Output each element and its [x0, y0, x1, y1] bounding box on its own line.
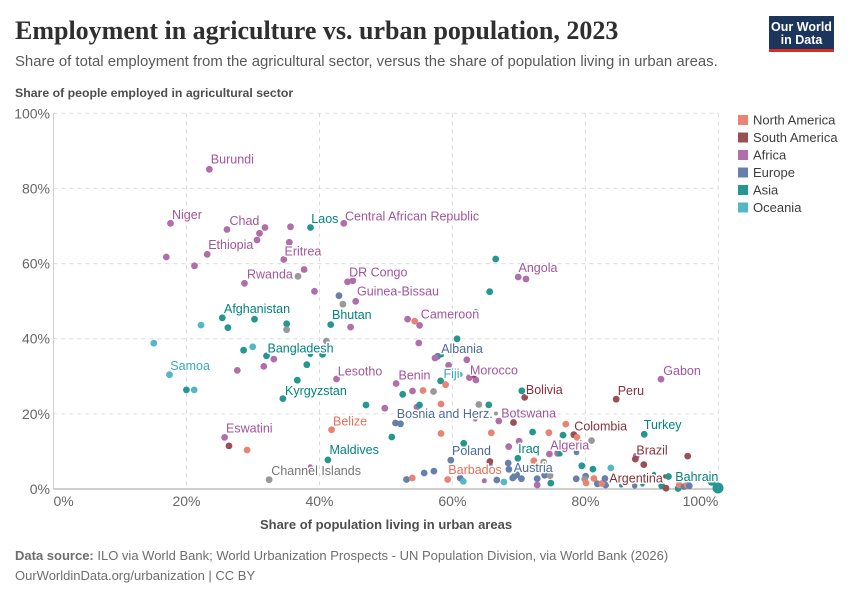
svg-text:Cameroon: Cameroon [421, 308, 479, 322]
svg-text:Bolivia: Bolivia [526, 383, 563, 397]
svg-text:Eritrea: Eritrea [285, 244, 322, 258]
svg-text:Africa: Africa [753, 148, 787, 163]
svg-text:Europe: Europe [753, 165, 795, 180]
svg-text:Niger: Niger [172, 208, 202, 222]
svg-text:Lesotho: Lesotho [338, 365, 383, 379]
svg-text:North America: North America [753, 113, 836, 128]
svg-text:DR Congo: DR Congo [349, 266, 407, 280]
svg-text:Laos: Laos [311, 212, 338, 226]
svg-text:Afghanistan: Afghanistan [224, 302, 290, 316]
svg-text:0%: 0% [54, 493, 74, 509]
svg-text:Asia: Asia [753, 183, 779, 198]
svg-text:100%: 100% [683, 493, 719, 509]
svg-text:60%: 60% [22, 256, 50, 272]
svg-text:Samoa: Samoa [170, 359, 210, 373]
svg-text:Rwanda: Rwanda [247, 268, 293, 282]
svg-text:80%: 80% [571, 493, 599, 509]
svg-text:Morocco: Morocco [470, 364, 518, 378]
svg-text:South America: South America [753, 130, 838, 145]
svg-text:Austria: Austria [514, 461, 553, 475]
svg-text:Burundi: Burundi [211, 153, 254, 167]
svg-text:Brazil: Brazil [636, 443, 667, 457]
svg-text:40%: 40% [305, 493, 333, 509]
svg-text:Bangladesh: Bangladesh [268, 342, 334, 356]
svg-text:Argentina: Argentina [609, 472, 663, 486]
svg-text:Benin: Benin [399, 369, 431, 383]
svg-text:Barbados: Barbados [448, 463, 502, 477]
svg-text:80%: 80% [22, 180, 50, 196]
svg-text:Chad: Chad [230, 214, 260, 228]
svg-text:0%: 0% [30, 481, 50, 497]
svg-text:Ethiopia: Ethiopia [208, 238, 253, 252]
svg-text:Colombia: Colombia [574, 419, 627, 433]
svg-text:Algeria: Algeria [550, 439, 589, 453]
svg-text:100%: 100% [14, 105, 50, 121]
svg-text:Kyrgyzstan: Kyrgyzstan [285, 384, 347, 398]
svg-text:Oceania: Oceania [753, 200, 802, 215]
svg-text:Turkey: Turkey [644, 418, 682, 432]
svg-text:Angola: Angola [519, 261, 558, 275]
svg-text:Bahrain: Bahrain [675, 470, 718, 484]
svg-text:Eswatini: Eswatini [226, 421, 273, 435]
svg-text:60%: 60% [438, 493, 466, 509]
svg-text:Albania: Albania [441, 342, 483, 356]
svg-text:Iraq: Iraq [518, 442, 540, 456]
svg-text:Maldives: Maldives [330, 443, 379, 457]
svg-text:20%: 20% [22, 406, 50, 422]
svg-text:Botswana: Botswana [501, 407, 556, 421]
svg-text:Guinea-Bissau: Guinea-Bissau [357, 285, 439, 299]
svg-text:Central African Republic: Central African Republic [345, 209, 479, 223]
svg-text:Peru: Peru [618, 384, 644, 398]
svg-text:Channel Islands: Channel Islands [271, 464, 361, 478]
svg-text:40%: 40% [22, 331, 50, 347]
svg-text:Bhutan: Bhutan [332, 308, 372, 322]
svg-text:Belize: Belize [333, 415, 367, 429]
svg-text:Gabon: Gabon [663, 364, 701, 378]
svg-text:Poland: Poland [452, 444, 491, 458]
svg-text:Fiji: Fiji [444, 367, 460, 381]
svg-text:Bosnia and Herz.: Bosnia and Herz. [397, 407, 493, 421]
svg-text:20%: 20% [172, 493, 200, 509]
